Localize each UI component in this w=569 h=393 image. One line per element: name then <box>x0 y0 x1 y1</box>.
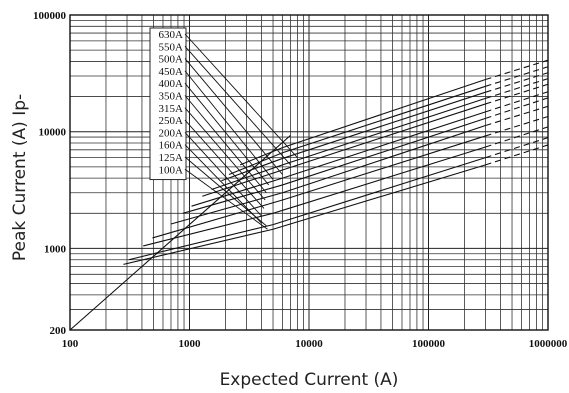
rating-label-200A: 200A <box>159 127 184 139</box>
grid <box>70 15 548 330</box>
y-tick-label: 1000 <box>44 243 67 255</box>
rating-leader-400A <box>184 82 270 186</box>
series-extension-400A <box>485 83 549 105</box>
legend-box <box>149 27 187 181</box>
rating-leader-450A <box>184 70 274 180</box>
rating-leader-350A <box>184 95 267 194</box>
series-line-315A <box>182 117 486 214</box>
rating-leader-160A <box>184 144 262 224</box>
series-extension-350A <box>485 91 549 113</box>
series-line-450A <box>211 97 486 190</box>
x-axis-title: Expected Current (A) <box>220 370 399 390</box>
y-tick-labels: 200 1000 10000 100000 <box>33 10 67 337</box>
series-extension-160A <box>485 126 549 148</box>
series-extension-125A <box>485 137 549 159</box>
x-tick-label: 10000 <box>295 338 323 350</box>
series-line-200A <box>152 135 486 239</box>
rating-leader-630A <box>184 33 298 158</box>
rating-label-550A: 550A <box>159 41 184 53</box>
y-tick-label: 200 <box>50 325 67 337</box>
plot-frame <box>69 14 549 331</box>
series-line-400A <box>202 103 486 197</box>
rating-label-400A: 400A <box>159 78 184 90</box>
rating-label-350A: 350A <box>159 91 184 103</box>
series-line-125A <box>128 157 486 261</box>
series-extension-450A <box>485 78 549 99</box>
y-axis-title: Peak Current (A) Ip- <box>10 94 30 261</box>
unlimited-peak-line <box>69 134 291 331</box>
series-line-550A <box>228 85 486 175</box>
rating-leader-500A <box>184 58 283 175</box>
rating-label-450A: 450A <box>159 66 184 78</box>
series-line-100A <box>123 164 486 265</box>
series-extension-550A <box>485 66 549 87</box>
rating-leader-250A <box>184 119 265 209</box>
rating-leader-100A <box>184 168 268 230</box>
series-extension-200A <box>485 115 549 137</box>
let-through-curves <box>69 59 549 331</box>
series-line-350A <box>191 111 486 207</box>
x-tick-labels: 100 1000 10000 100000 1000000 <box>62 338 568 350</box>
series-extension-250A <box>485 105 549 127</box>
rating-label-500A: 500A <box>159 54 184 66</box>
rating-label-250A: 250A <box>159 115 184 127</box>
series-line-630A <box>239 79 486 166</box>
rating-label-160A: 160A <box>159 140 184 152</box>
x-tick-label: 100 <box>62 338 79 350</box>
rating-leader-200A <box>184 132 262 217</box>
rating-label-125A: 125A <box>159 152 184 164</box>
y-tick-label: 10000 <box>39 127 67 139</box>
series-extension-630A <box>485 59 549 81</box>
x-tick-label: 1000000 <box>529 338 568 350</box>
y-tick-label: 100000 <box>33 10 67 22</box>
series-line-160A <box>143 146 486 247</box>
rating-leader-315A <box>184 107 266 201</box>
series-extension-315A <box>485 97 549 119</box>
rating-leader-550A <box>184 46 291 166</box>
x-tick-label: 1000 <box>179 338 202 350</box>
rating-label-315A: 315A <box>159 103 184 115</box>
rating-label-630A: 630A <box>159 29 184 41</box>
series-line-500A <box>221 91 486 182</box>
series-extension-500A <box>485 72 549 93</box>
rating-label-100A: 100A <box>159 164 184 176</box>
series-line-250A <box>170 124 486 225</box>
x-tick-label: 100000 <box>412 338 446 350</box>
rating-legend: 100A125A160A200A250A315A350A400A450A500A… <box>149 27 298 230</box>
series-extension-100A <box>485 144 549 166</box>
